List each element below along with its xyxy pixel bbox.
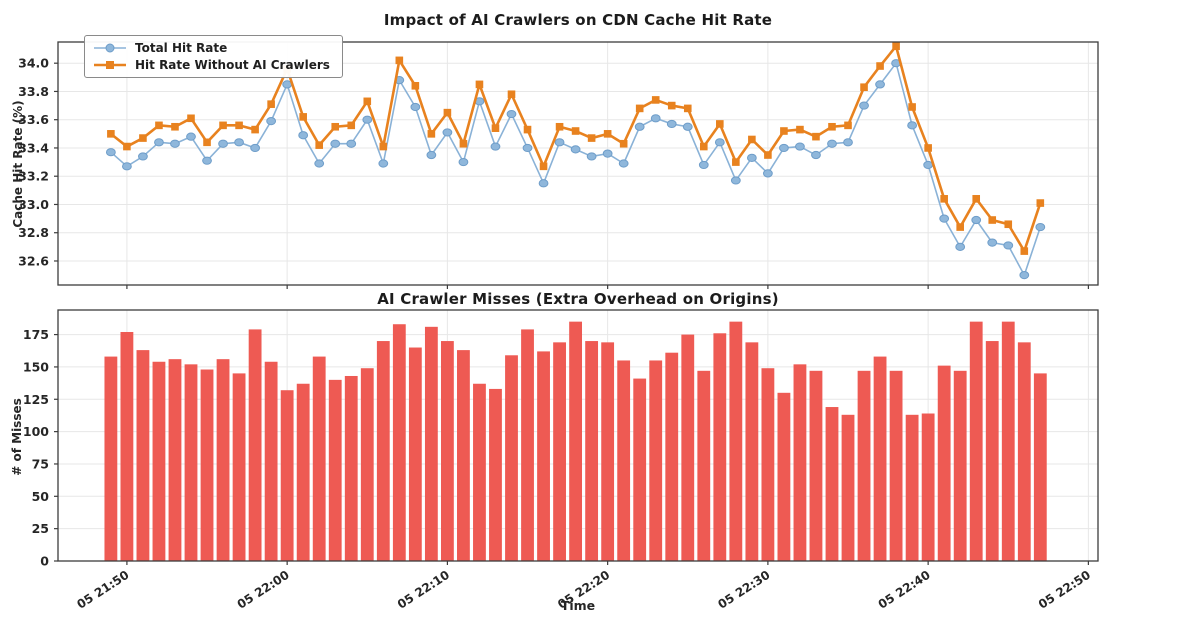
svg-text:32.8: 32.8 xyxy=(18,225,49,240)
svg-text:150: 150 xyxy=(23,359,49,374)
svg-text:100: 100 xyxy=(23,424,49,439)
svg-text:33.2: 33.2 xyxy=(18,169,49,184)
svg-text:125: 125 xyxy=(23,392,49,407)
x-axis-label: Time xyxy=(560,598,596,613)
bottom-chart-title: AI Crawler Misses (Extra Overhead on Ori… xyxy=(377,290,779,308)
svg-text:05 22:40: 05 22:40 xyxy=(876,568,933,612)
svg-text:33.0: 33.0 xyxy=(18,197,49,212)
line-square-marker-icon xyxy=(94,61,126,69)
svg-text:33.4: 33.4 xyxy=(18,140,49,155)
line-circle-marker-icon xyxy=(94,43,126,53)
svg-text:05 22:00: 05 22:00 xyxy=(235,568,292,612)
svg-text:33.8: 33.8 xyxy=(18,84,49,99)
svg-text:34.0: 34.0 xyxy=(18,56,49,71)
legend-label: Total Hit Rate xyxy=(135,41,228,55)
svg-text:05 22:30: 05 22:30 xyxy=(715,568,772,612)
legend-label: Hit Rate Without AI Crawlers xyxy=(135,58,330,72)
top-chart-title: Impact of AI Crawlers on CDN Cache Hit R… xyxy=(383,11,773,29)
legend: Total Hit Rate Hit Rate Without AI Crawl… xyxy=(84,35,343,78)
svg-text:05 22:20: 05 22:20 xyxy=(555,568,612,612)
legend-item-without-ai-crawlers: Hit Rate Without AI Crawlers xyxy=(93,58,330,72)
legend-item-total-hit-rate: Total Hit Rate xyxy=(93,41,330,55)
svg-text:0: 0 xyxy=(40,554,49,569)
svg-text:05 21:50: 05 21:50 xyxy=(74,568,131,612)
svg-text:25: 25 xyxy=(32,521,49,536)
svg-text:32.6: 32.6 xyxy=(18,253,49,268)
svg-text:175: 175 xyxy=(23,327,49,342)
svg-text:05 22:10: 05 22:10 xyxy=(395,568,452,612)
svg-text:50: 50 xyxy=(32,489,50,504)
svg-text:75: 75 xyxy=(32,456,49,471)
svg-text:33.6: 33.6 xyxy=(18,112,49,127)
svg-text:05 22:50: 05 22:50 xyxy=(1036,568,1093,612)
